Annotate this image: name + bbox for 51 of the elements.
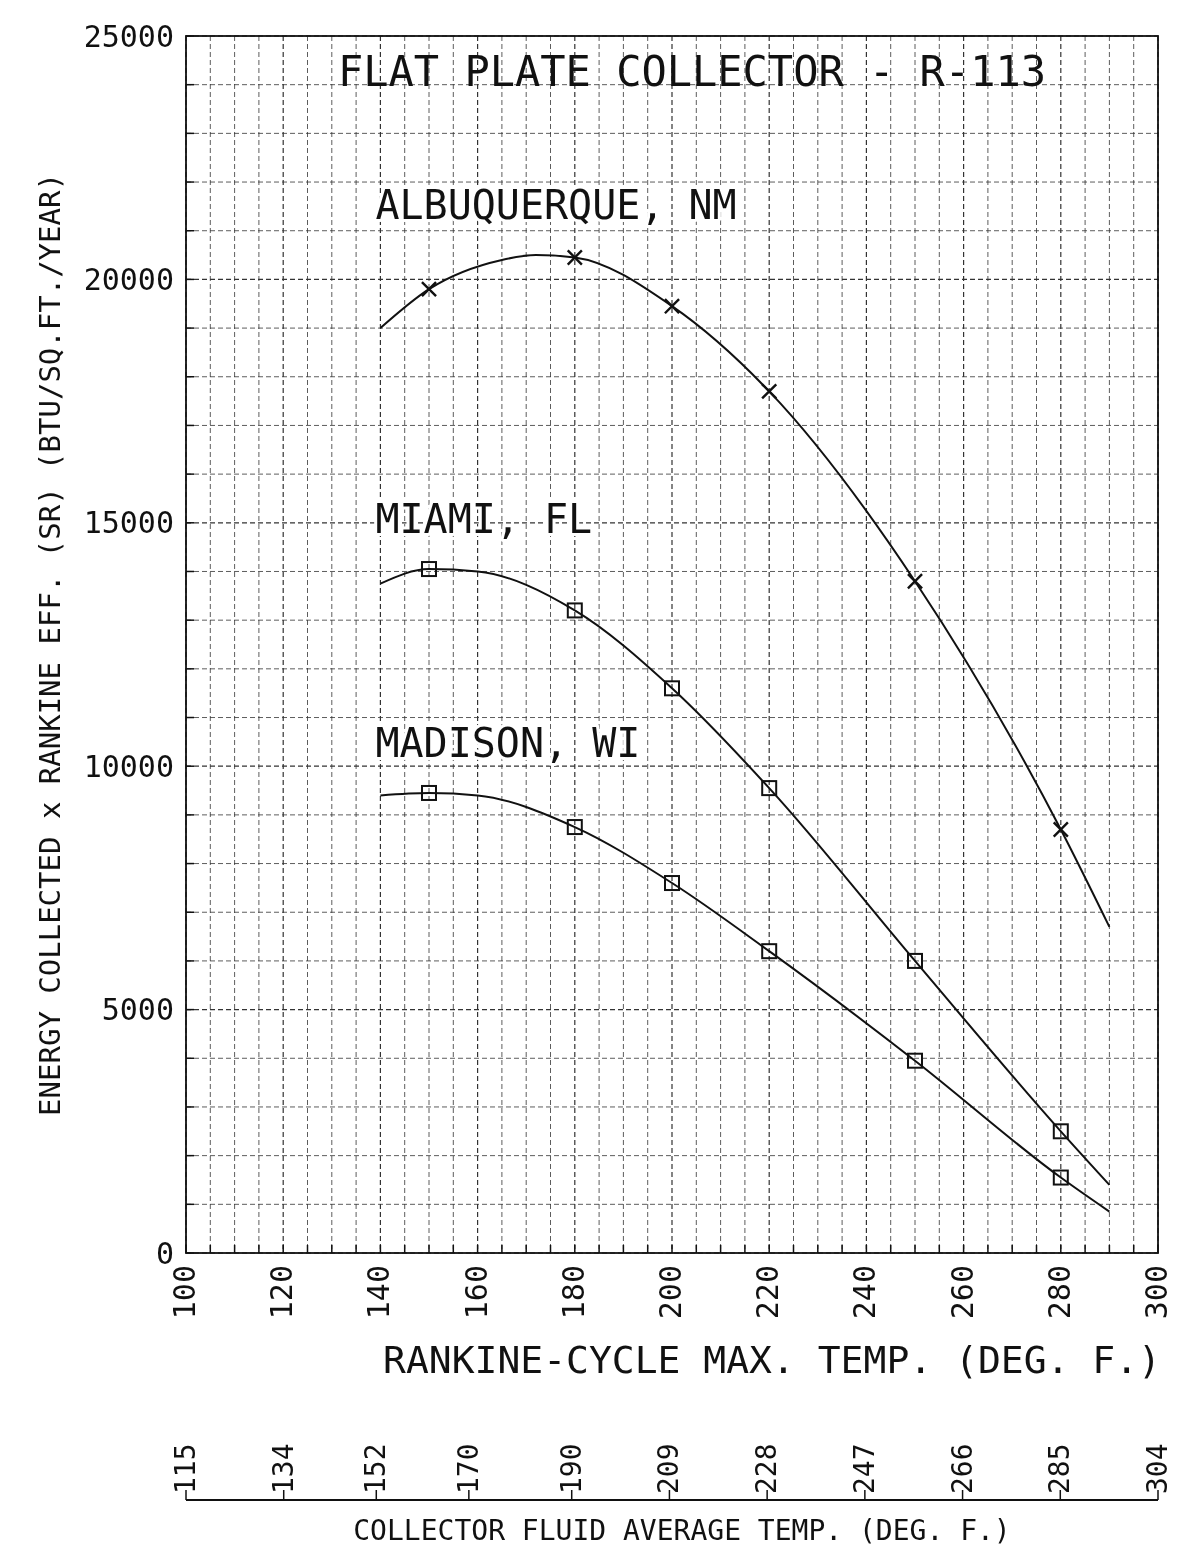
y-tick-label: 15000 — [83, 505, 174, 541]
point — [761, 780, 778, 797]
point — [907, 1052, 923, 1069]
x2-axis-title: COLLECTOR FLUID AVERAGE TEMP. (DEG. F.) — [353, 1514, 1011, 1547]
x-axis-title: RANKINE-CYCLE MAX. TEMP. (DEG. F.) — [383, 1338, 1161, 1382]
x-tick-label: 160 — [458, 1265, 494, 1320]
point — [566, 602, 583, 619]
x-tick-label: 180 — [555, 1265, 591, 1320]
line-series — [379, 254, 1111, 928]
x-tick-label: 260 — [944, 1265, 980, 1320]
x2-tick-label: 285 — [1043, 1443, 1077, 1494]
series-label: MADISON, WI — [375, 719, 641, 766]
x2-tick-label: 209 — [652, 1443, 686, 1494]
point — [906, 572, 924, 590]
x-tick-label: 200 — [653, 1265, 688, 1320]
series-label: ALBUQUERQUE, NM — [375, 182, 737, 229]
point — [421, 784, 437, 801]
y-axis-title: ENERGY COLLECTED x RANKINE EFF. (SR) (BTU/SQ.FT./YEAR) — [33, 173, 67, 1116]
point — [1052, 1169, 1069, 1186]
point — [421, 561, 437, 578]
point — [760, 383, 778, 400]
x-tick-label: 140 — [361, 1265, 397, 1320]
x-tick-label: 300 — [1139, 1265, 1174, 1320]
y-tick-label: 10000 — [83, 748, 174, 784]
x2-tick-label: 134 — [266, 1443, 300, 1494]
chart-title: FLAT PLATE COLLECTOR - R-113 — [337, 47, 1047, 96]
point — [664, 875, 680, 892]
x-tick-label: 120 — [264, 1265, 300, 1320]
x2-tick-label: 115 — [169, 1443, 202, 1494]
point — [420, 280, 438, 298]
x2-tick-label: 228 — [750, 1443, 784, 1494]
point — [1052, 821, 1070, 838]
y-tick-label: 5000 — [101, 992, 174, 1028]
x2-tick-label: 152 — [359, 1443, 393, 1494]
point — [664, 680, 680, 697]
y-tick-label: 20000 — [83, 261, 174, 297]
point — [566, 249, 584, 266]
x-tick-label: 220 — [750, 1265, 786, 1320]
x2-tick-label: 170 — [451, 1443, 485, 1494]
x2-tick-label: 266 — [945, 1443, 979, 1494]
x2-tick-label: 247 — [847, 1443, 881, 1494]
point — [566, 819, 583, 836]
point — [907, 952, 923, 969]
y-tick-label: 25000 — [83, 18, 174, 54]
x2-tick-label: 190 — [554, 1443, 588, 1494]
point — [1052, 1123, 1069, 1140]
x2-tick-label: 304 — [1141, 1443, 1174, 1494]
point — [761, 943, 778, 960]
point — [663, 297, 681, 315]
x-tick-label: 280 — [1041, 1265, 1077, 1320]
x-tick-label: 240 — [847, 1265, 883, 1320]
